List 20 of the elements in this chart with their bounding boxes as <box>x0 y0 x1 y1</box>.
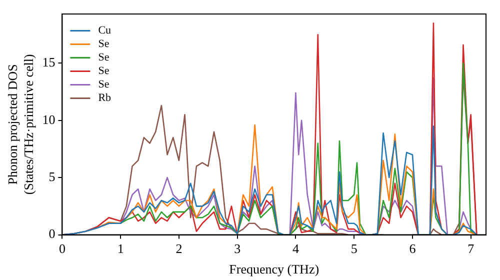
y-axis-title: Phonon projected DOS (States/THz·primitive cell) <box>5 54 36 195</box>
x-tick-label: 3 <box>234 241 241 256</box>
legend-label: Se <box>98 65 110 78</box>
y-tick-label: 10 <box>42 112 56 127</box>
legend-label: Rb <box>98 92 112 104</box>
x-tick-label: 6 <box>409 241 416 256</box>
y-tick-label: 5 <box>48 169 56 184</box>
x-tick-label: 7 <box>468 241 475 256</box>
y-tick-label: 0 <box>48 226 56 242</box>
legend-label: Cu <box>98 24 112 37</box>
x-tick-label: 5 <box>350 241 358 256</box>
legend-label: Se <box>98 38 110 50</box>
x-axis-title: Frequency (THz) <box>229 262 320 277</box>
x-tick-label: 1 <box>117 241 124 256</box>
legend-label: Se <box>98 78 110 91</box>
x-tick-label: 0 <box>58 241 66 256</box>
y-tick-label: 15 <box>42 54 56 70</box>
x-tick-label: 4 <box>292 241 300 256</box>
x-tick-label: 2 <box>176 241 182 256</box>
legend-label: Se <box>98 52 110 64</box>
